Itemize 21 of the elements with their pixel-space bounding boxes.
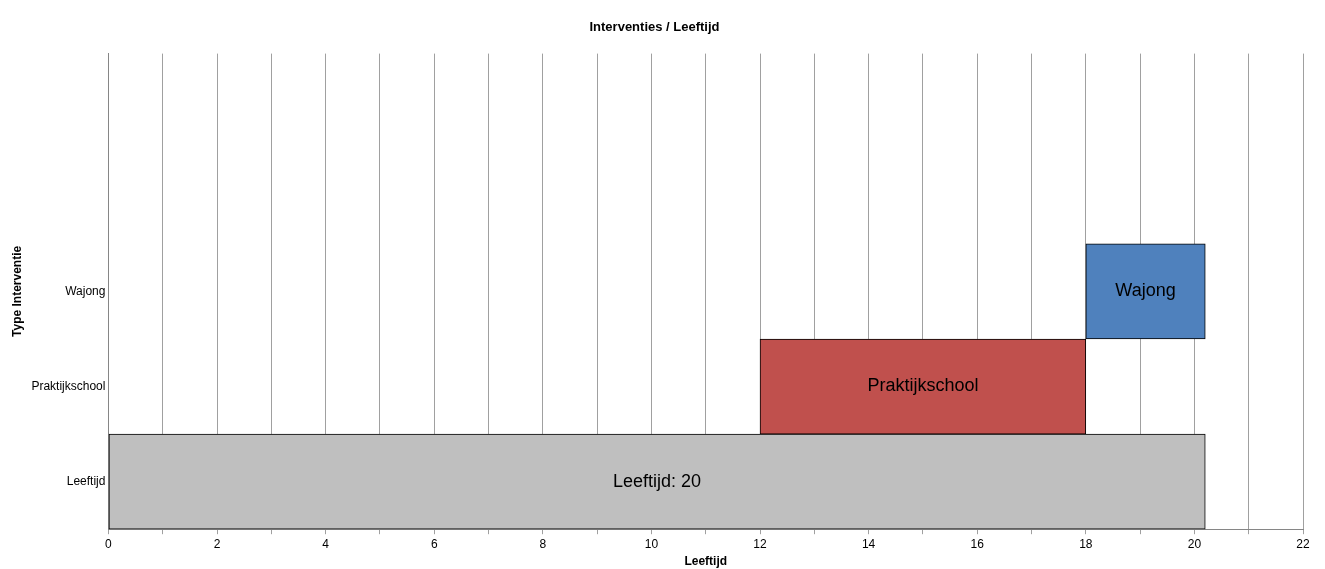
x-tick-label: 16	[970, 536, 985, 551]
x-tick-label: 10	[644, 536, 659, 551]
x-tick-label: 22	[1296, 536, 1310, 551]
x-tick-label: 2	[213, 536, 221, 551]
x-tick-label: 0	[105, 536, 113, 551]
x-tick-label: 14	[861, 536, 876, 551]
data-label: Wajong	[1115, 280, 1176, 301]
data-label: Praktijkschool	[867, 375, 979, 396]
y-tick-label: Leeftijd	[66, 473, 106, 488]
chart-title: Interventies / Leeftijd	[589, 19, 720, 35]
y-axis-title: Type Interventie	[9, 245, 24, 337]
x-tick-label: 4	[322, 536, 330, 551]
x-axis-title: Leeftijd	[684, 554, 728, 569]
data-label: Leeftijd: 20	[613, 470, 702, 491]
x-tick-label: 12	[753, 536, 768, 551]
x-tick-label: 8	[539, 536, 547, 551]
x-tick-label: 20	[1187, 536, 1202, 551]
y-tick-label: Praktijkschool	[31, 378, 106, 393]
y-tick-label: Wajong	[65, 283, 106, 298]
x-tick-label: 18	[1079, 536, 1093, 551]
x-tick-label: 6	[430, 536, 438, 551]
